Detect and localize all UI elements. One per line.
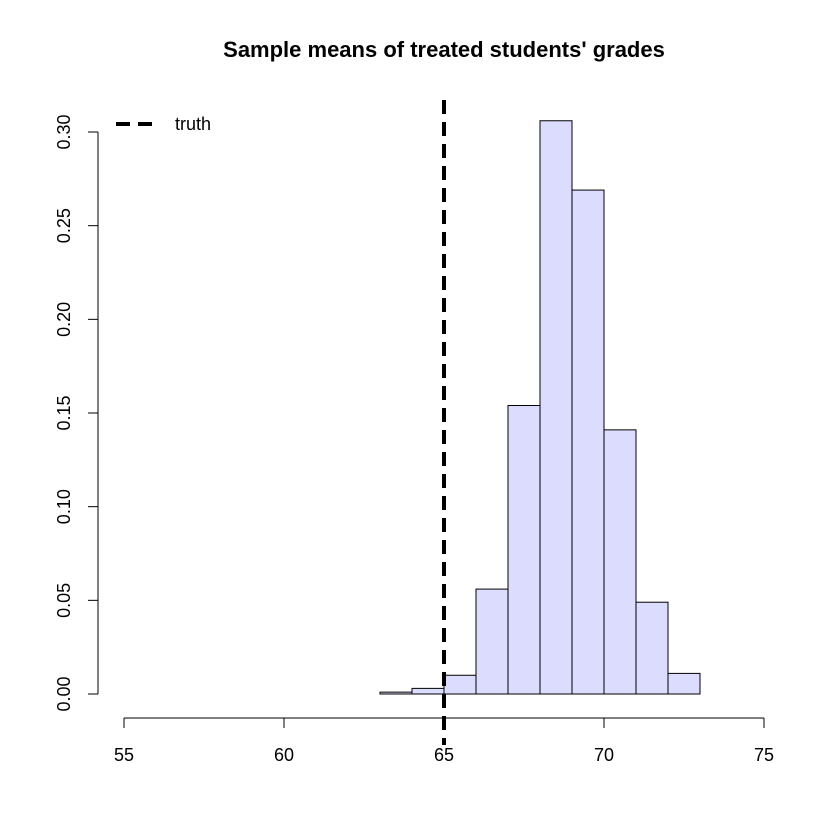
x-tick-label: 65: [434, 745, 454, 765]
x-axis: 55 60 65 70 75: [114, 717, 774, 765]
chart-title: Sample means of treated students' grades: [223, 37, 665, 62]
x-tick-label: 75: [754, 745, 774, 765]
x-tick-label: 60: [274, 745, 294, 765]
y-tick-label: 0.15: [54, 395, 74, 430]
histogram-bar: [571, 189, 605, 695]
histogram-bar: [603, 429, 637, 695]
histogram-bar: [667, 672, 701, 695]
histogram-bar: [507, 405, 541, 695]
histogram-bar: [411, 687, 445, 695]
histogram-bar: [443, 674, 477, 695]
histogram-bar: [635, 601, 669, 695]
legend: truth: [116, 114, 211, 134]
histogram-bar: [475, 588, 509, 695]
histogram-bar: [539, 120, 573, 695]
y-tick-label: 0.00: [54, 676, 74, 711]
y-tick-label: 0.10: [54, 489, 74, 524]
legend-truth-label: truth: [175, 114, 211, 134]
y-tick-label: 0.20: [54, 302, 74, 337]
x-tick-label: 55: [114, 745, 134, 765]
y-tick-label: 0.05: [54, 583, 74, 618]
y-tick-label: 0.25: [54, 208, 74, 243]
histogram-bars: [379, 120, 701, 695]
y-tick-label: 0.30: [54, 114, 74, 149]
x-tick-label: 70: [594, 745, 614, 765]
y-axis: 0.00 0.05 0.10 0.15 0.20 0.25 0.30: [54, 114, 99, 712]
histogram-bar: [379, 691, 413, 695]
